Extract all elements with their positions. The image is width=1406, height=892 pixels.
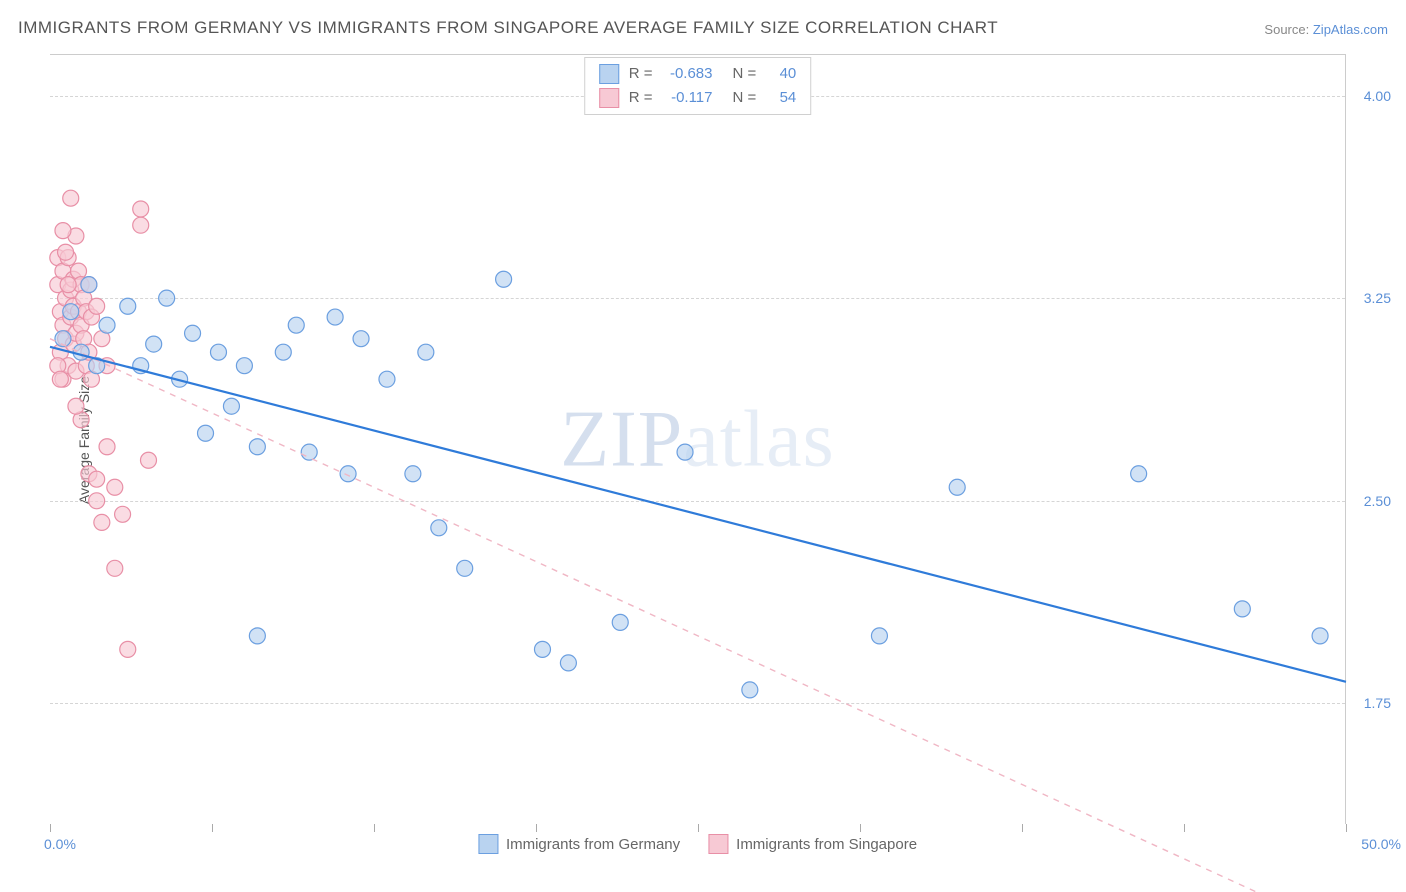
legend-label-germany: Immigrants from Germany [506,836,680,853]
data-point [249,439,265,455]
data-point [249,628,265,644]
data-point [140,452,156,468]
data-point [60,277,76,293]
data-point [1234,601,1250,617]
data-point [73,344,89,360]
data-point [560,655,576,671]
data-point [301,444,317,460]
stats-legend-box: R = -0.683 N = 40 R = -0.117 N = 54 [584,57,812,115]
data-point [742,682,758,698]
data-point [457,560,473,576]
n-value-germany: 40 [766,62,796,86]
data-point [99,317,115,333]
data-point [185,325,201,341]
trend-line [50,339,1346,892]
legend-label-singapore: Immigrants from Singapore [736,836,917,853]
legend-item-germany: Immigrants from Germany [478,834,680,854]
y-tick-label: 4.00 [1364,88,1391,104]
data-point [89,298,105,314]
x-tick [1346,824,1347,832]
data-point [534,641,550,657]
data-point [223,398,239,414]
data-point [89,471,105,487]
data-point [418,344,434,360]
r-label: R = [629,62,653,86]
n-label: N = [733,62,757,86]
data-point [58,244,74,260]
stats-row-germany: R = -0.683 N = 40 [599,62,797,86]
data-point [340,466,356,482]
data-point [133,217,149,233]
r-label: R = [629,86,653,110]
data-point [677,444,693,460]
data-point [63,190,79,206]
legend-swatch-singapore [708,834,728,854]
data-point [94,514,110,530]
source-link[interactable]: ZipAtlas.com [1313,22,1388,37]
data-point [949,479,965,495]
n-value-singapore: 54 [766,86,796,110]
plot-area: Average Family Size 1.752.503.254.00 ZIP… [50,54,1346,824]
x-tick [698,824,699,832]
x-tick [1184,824,1185,832]
source-attribution: Source: ZipAtlas.com [1264,22,1388,37]
data-point [89,493,105,509]
legend-item-singapore: Immigrants from Singapore [708,834,917,854]
data-point [275,344,291,360]
swatch-singapore [599,88,619,108]
data-point [120,298,136,314]
trend-line [50,347,1346,682]
y-tick-label: 1.75 [1364,695,1391,711]
data-point [99,439,115,455]
x-axis-label-max: 50.0% [1361,836,1401,852]
data-point [353,331,369,347]
data-point [431,520,447,536]
data-point [379,371,395,387]
data-point [1312,628,1328,644]
data-point [496,271,512,287]
data-point [612,614,628,630]
data-point [81,277,97,293]
stats-row-singapore: R = -0.117 N = 54 [599,86,797,110]
data-point [146,336,162,352]
data-point [1131,466,1147,482]
x-tick [212,824,213,832]
data-point [55,223,71,239]
data-point [107,479,123,495]
r-value-germany: -0.683 [663,62,713,86]
x-tick [374,824,375,832]
data-point [159,290,175,306]
x-tick [860,824,861,832]
data-point [288,317,304,333]
n-label: N = [733,86,757,110]
y-tick-label: 3.25 [1364,290,1391,306]
data-point [63,304,79,320]
r-value-singapore: -0.117 [663,86,713,110]
x-axis-label-min: 0.0% [44,836,76,852]
data-point [133,201,149,217]
source-label: Source: [1264,22,1309,37]
x-tick [536,824,537,832]
data-point [120,641,136,657]
data-point [68,398,84,414]
bottom-legend: Immigrants from Germany Immigrants from … [478,834,917,854]
data-point [210,344,226,360]
x-tick [1022,824,1023,832]
data-point [236,358,252,374]
data-point [52,371,68,387]
data-point [198,425,214,441]
y-tick-label: 2.50 [1364,493,1391,509]
data-point [327,309,343,325]
x-tick [50,824,51,832]
chart-svg [50,55,1345,824]
chart-title: IMMIGRANTS FROM GERMANY VS IMMIGRANTS FR… [18,18,998,38]
chart-container: IMMIGRANTS FROM GERMANY VS IMMIGRANTS FR… [0,0,1406,892]
data-point [115,506,131,522]
data-point [107,560,123,576]
data-point [871,628,887,644]
data-point [405,466,421,482]
legend-swatch-germany [478,834,498,854]
swatch-germany [599,64,619,84]
